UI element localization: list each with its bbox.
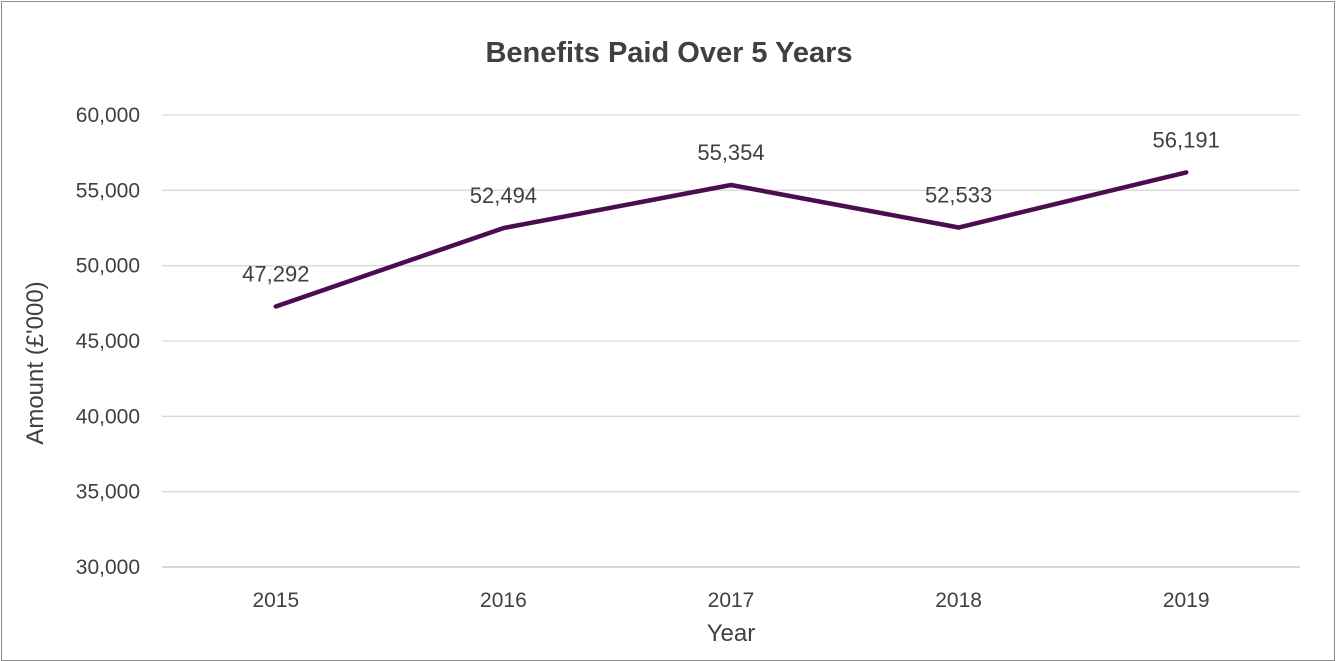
series-line bbox=[273, 170, 1189, 309]
x-axis-title: Year bbox=[707, 620, 756, 647]
y-tick-label: 40,000 bbox=[76, 405, 140, 428]
x-axis-tick-labels: 2015 2016 2017 2018 2019 bbox=[252, 589, 1209, 612]
data-label: 56,191 bbox=[1153, 127, 1220, 152]
y-axis-title: Amount (£'000) bbox=[22, 281, 49, 444]
y-tick-label: 55,000 bbox=[76, 179, 140, 202]
data-labels: 47,292 52,494 55,354 52,533 56,191 bbox=[242, 127, 1220, 286]
x-tick-label: 2015 bbox=[252, 589, 299, 612]
data-label: 47,292 bbox=[242, 261, 309, 286]
x-tick-label: 2019 bbox=[1163, 589, 1210, 612]
y-tick-label: 35,000 bbox=[76, 481, 140, 504]
y-tick-label: 30,000 bbox=[76, 556, 140, 579]
x-tick-label: 2018 bbox=[935, 589, 982, 612]
series-layer bbox=[273, 170, 1189, 309]
x-tick-label: 2017 bbox=[708, 589, 755, 612]
y-tick-label: 60,000 bbox=[76, 104, 140, 127]
data-label: 52,494 bbox=[470, 183, 537, 208]
x-tick-label: 2016 bbox=[480, 589, 527, 612]
y-tick-label: 50,000 bbox=[76, 255, 140, 278]
chart-title: Benefits Paid Over 5 Years bbox=[485, 37, 852, 69]
data-label: 55,354 bbox=[697, 140, 764, 165]
y-tick-label: 45,000 bbox=[76, 330, 140, 353]
y-axis-tick-labels: 60,000 55,000 50,000 45,000 40,000 35,000 30,0… bbox=[76, 104, 140, 579]
data-label: 52,533 bbox=[925, 183, 992, 208]
